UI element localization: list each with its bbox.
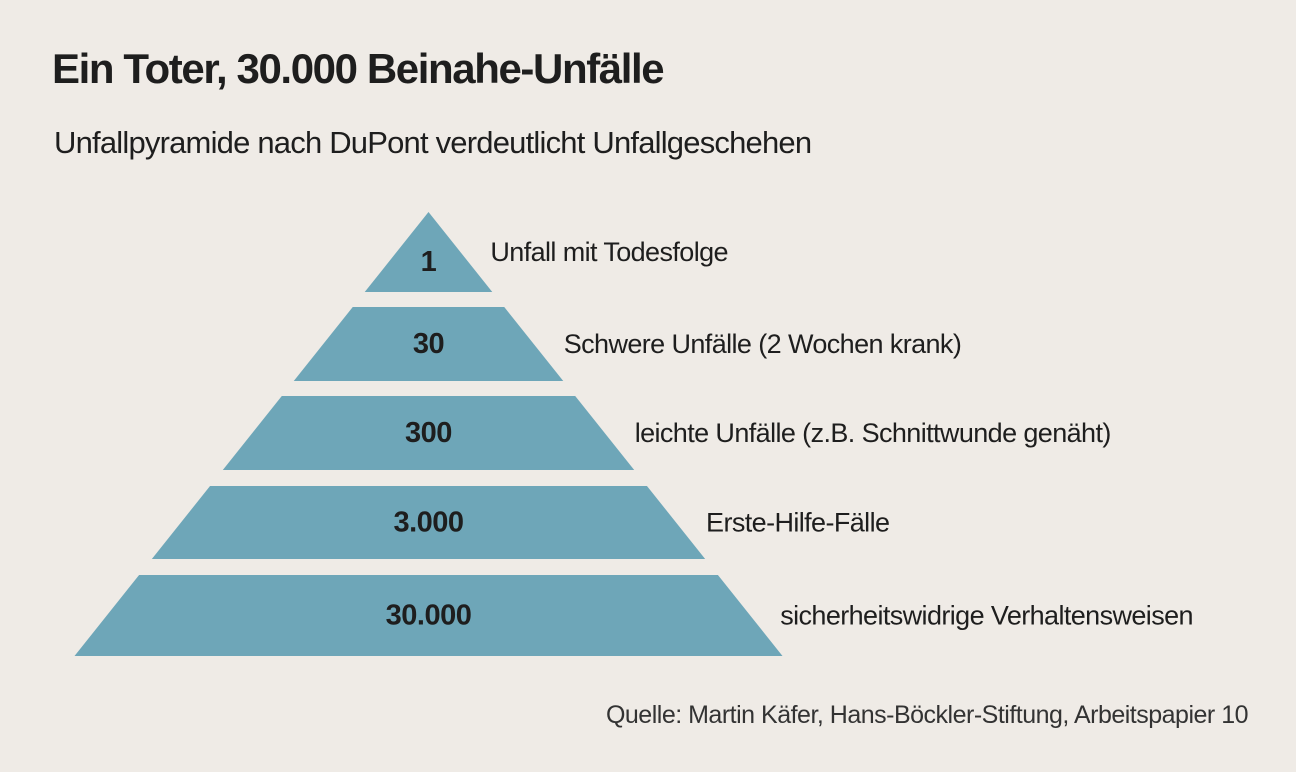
level-count: 3.000	[393, 507, 463, 539]
level-count: 30.000	[386, 600, 472, 632]
level-count: 30	[413, 328, 444, 360]
pyramid-level-2	[293, 307, 564, 381]
page-title: Ein Toter, 30.000 Beinahe-Unfälle	[52, 45, 665, 92]
pyramid-level-1	[364, 212, 493, 292]
level-count: 1	[421, 246, 437, 278]
level-label: Schwere Unfälle (2 Wochen krank)	[564, 329, 961, 359]
pyramid-level-5	[74, 575, 783, 656]
pyramid-level-3	[222, 396, 635, 470]
level-label: Erste-Hilfe-Fälle	[706, 508, 889, 538]
level-label: Unfall mit Todesfolge	[490, 237, 728, 267]
level-label: leichte Unfälle (z.B. Schnittwunde genäh…	[635, 418, 1111, 448]
level-count: 300	[405, 417, 452, 449]
source-note: Quelle: Martin Käfer, Hans-Böckler-Stift…	[605, 701, 1249, 729]
level-label: sicherheitswidrige Verhaltensweisen	[780, 601, 1193, 631]
page-subtitle: Unfallpyramide nach DuPont verdeutlicht …	[54, 125, 812, 160]
pyramid-level-4	[151, 486, 706, 559]
